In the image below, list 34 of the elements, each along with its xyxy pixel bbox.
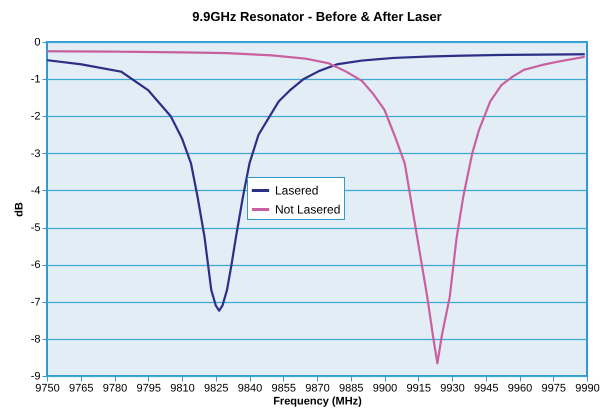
line-series [47, 53, 586, 312]
x-tick-label: 9810 [170, 382, 195, 394]
x-tick-label: 9960 [508, 382, 532, 394]
x-tick-label: 9825 [204, 382, 228, 394]
y-tick-label: -6 [30, 259, 40, 272]
x-tick-label: 9885 [339, 382, 364, 394]
x-tick-label: 9765 [69, 382, 94, 394]
y-tick-label: -4 [30, 184, 40, 197]
x-tick-label: 9780 [102, 382, 128, 394]
y-tick-label: -9 [30, 370, 40, 382]
x-tick-label: 9945 [474, 382, 498, 394]
y-tick-label: 0 [34, 36, 40, 48]
x-tick-label: 9840 [238, 382, 262, 394]
x-tick-label: 9915 [406, 382, 431, 394]
x-tick-label: 9855 [272, 382, 296, 394]
x-tick-label: 9930 [440, 382, 465, 394]
y-tick-label: -2 [30, 110, 40, 123]
line-series [47, 50, 586, 364]
y-tick-label: -1 [30, 74, 40, 86]
y-tick-label: -3 [30, 148, 40, 160]
x-tick-label: 9795 [136, 382, 161, 394]
y-tick-label: -7 [30, 296, 40, 308]
x-tick-label: 9975 [542, 382, 566, 394]
x-axis-title: Frequency (MHz) [273, 396, 362, 408]
y-axis-title: dB [14, 202, 26, 217]
legend-label: Not Lasered [275, 202, 340, 216]
chart-title: 9.9GHz Resonator - Before & After Laser [192, 9, 442, 24]
x-tick-label: 9900 [372, 382, 398, 394]
legend-label: Lasered [275, 184, 318, 198]
y-tick-label: -5 [30, 222, 40, 234]
y-tick-label: -8 [30, 333, 40, 346]
x-tick-label: 9750 [35, 382, 60, 394]
x-tick-label: 9990 [575, 382, 600, 394]
x-tick-label: 9870 [305, 382, 330, 394]
